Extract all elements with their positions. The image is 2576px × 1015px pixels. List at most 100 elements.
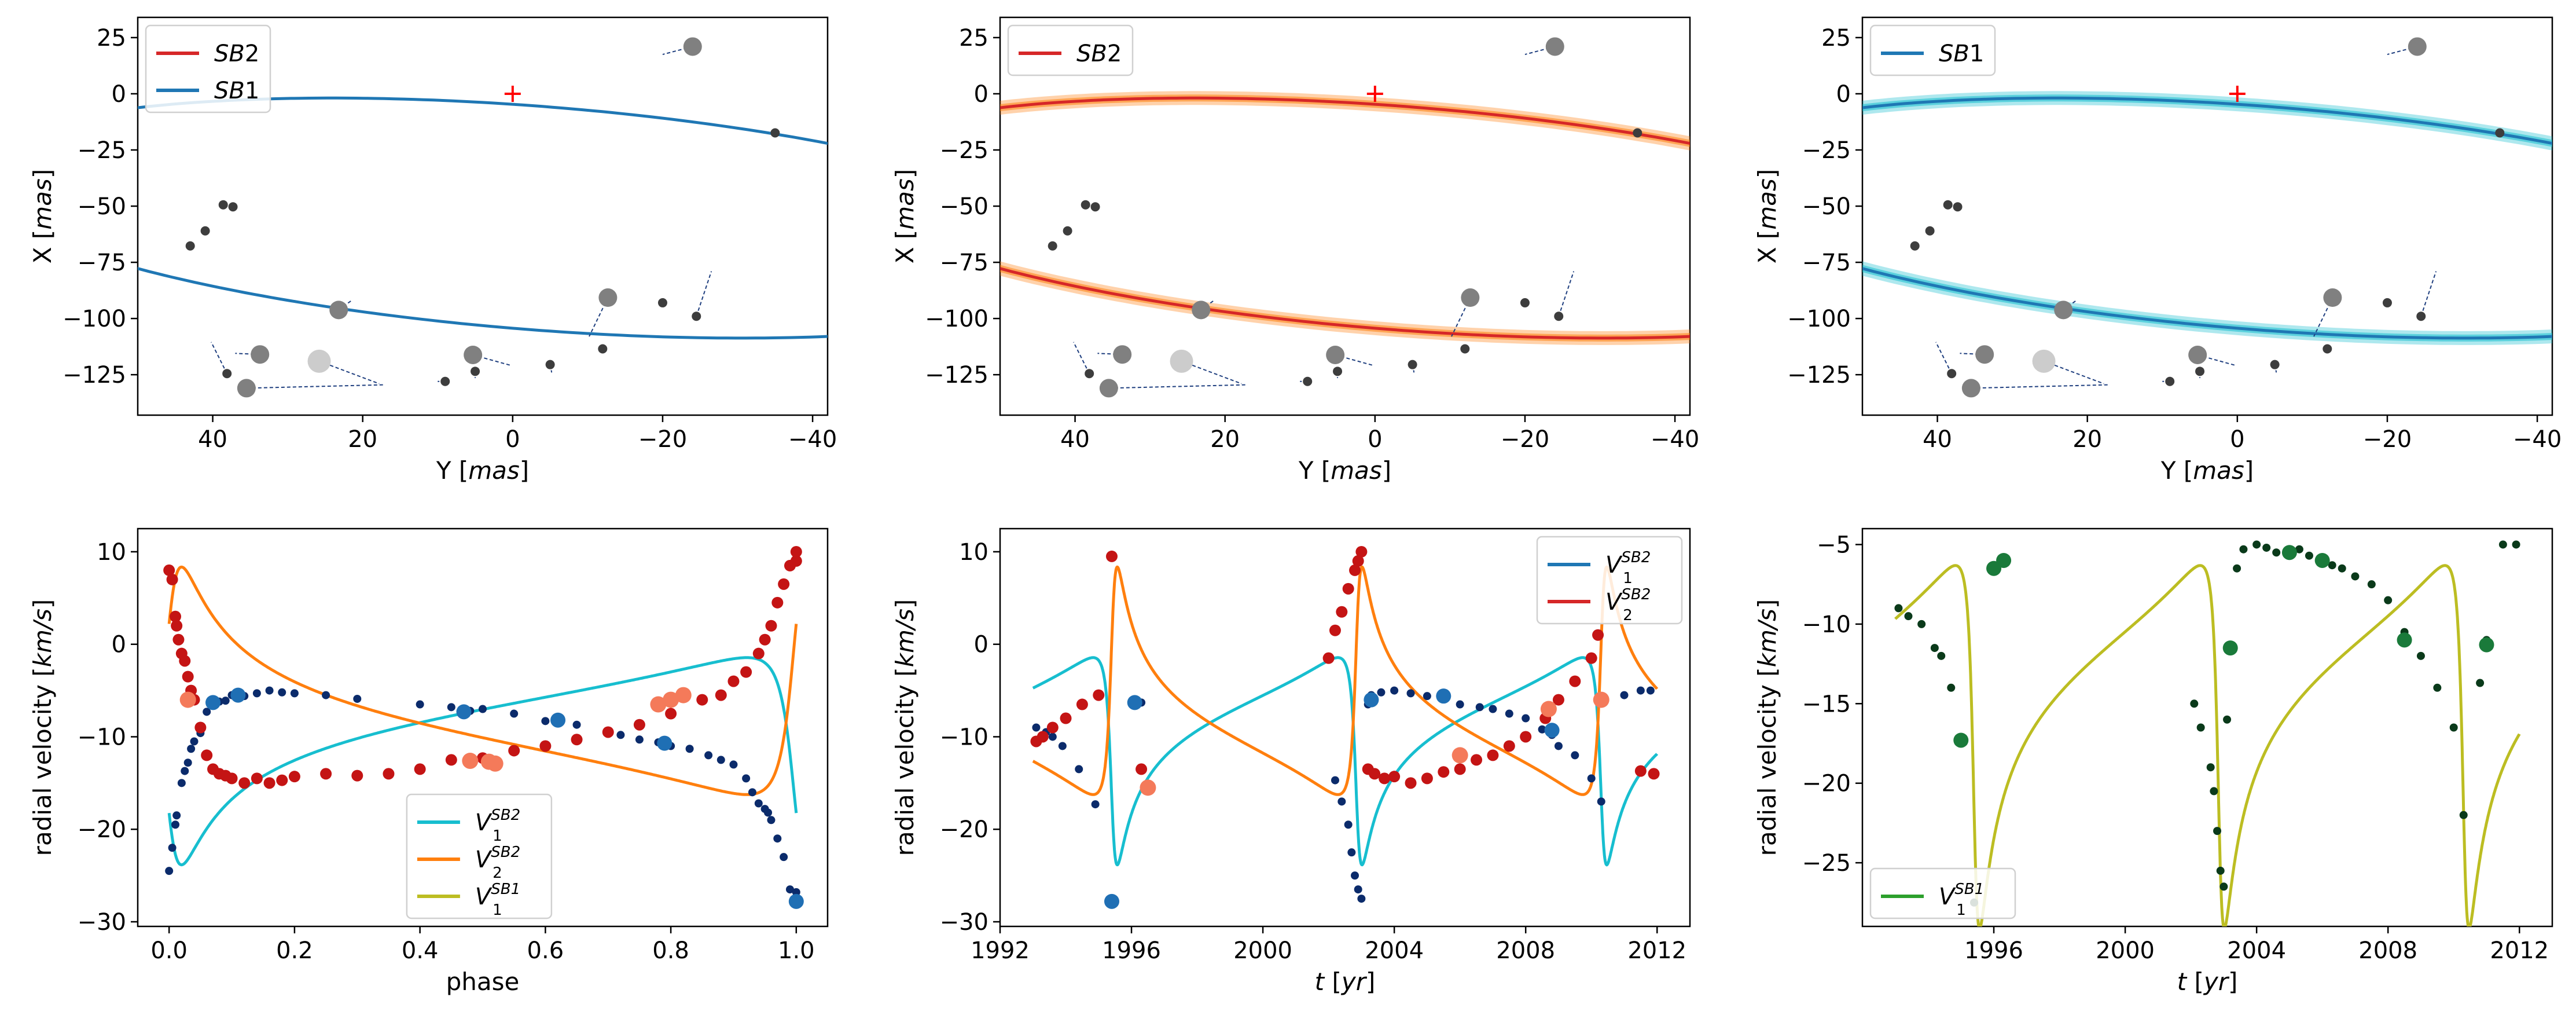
v2-rv-point [351, 770, 363, 782]
axes-frame [137, 527, 829, 928]
v2-rv-point [194, 721, 207, 734]
v2-rv-point [179, 655, 191, 667]
v2-rv-point [226, 772, 238, 785]
residual-line [1960, 353, 1985, 356]
y-tick-label: −10 [1802, 611, 1851, 638]
v1-rv-point-large [1104, 893, 1119, 909]
y-tick-label: −30 [940, 909, 988, 936]
plot-area-rv_time_sb2 [1030, 545, 1660, 909]
orbit-fit-line [1862, 96, 2552, 340]
y-tick-label: 25 [1821, 25, 1851, 52]
legend-label: SB2 [214, 41, 259, 67]
v2-rv-point [771, 596, 784, 609]
v2-rv-point [1060, 712, 1072, 724]
v1-rv-point [1538, 725, 1546, 734]
astrometry-point [1460, 344, 1470, 354]
v2-rv-point [1648, 768, 1660, 780]
axes-rv_time_sb2: 1992 1996 2000 2004 2008 2012 10 0 −10 −20 −30 t [y… [891, 527, 1691, 996]
v1-rv-point [165, 867, 174, 875]
sb1-rv-point [2512, 540, 2520, 549]
astrometry-point [2408, 37, 2427, 56]
sb1-rv-point-large [2314, 552, 2330, 568]
y-tick-label: 0 [112, 632, 126, 658]
astrometry-point [1063, 226, 1072, 236]
v2-rv-point [1329, 624, 1341, 636]
sb1-rv-point [2351, 572, 2360, 581]
v1-rv-point [447, 703, 455, 712]
v1-rv-point-large [1364, 692, 1379, 708]
y-tick-label: −25 [1802, 137, 1851, 164]
astrometry-point [1910, 241, 1920, 251]
residual-line [1108, 384, 1245, 389]
sb1-rv-point [2476, 679, 2485, 687]
sb1-rv-point [2272, 548, 2281, 557]
axes-rv_time_sb1: 1996 2000 2004 2008 2012 −5 −10 −15 −20 −25 t [yr]… [1753, 527, 2553, 996]
astrometry-point [1090, 202, 1100, 212]
sb1-rv-point [1937, 651, 1946, 660]
v2-rv-point [715, 689, 727, 701]
axes-frame [1861, 16, 2553, 416]
v1-rv-point [1351, 871, 1359, 880]
v1-rv-point [183, 758, 192, 767]
v1-rv-point [322, 691, 330, 699]
sb1-rv-point [2252, 540, 2261, 549]
v1-rv-point [221, 697, 230, 705]
sb1-rv-point-large [2479, 637, 2494, 653]
y-tick-label: −15 [1802, 691, 1851, 717]
astrometry-point [1303, 376, 1313, 386]
axes-rv_phase: 0.0 0.2 0.4 0.6 0.8 1.0 10 0 −10 −20 −30 phase radia… [28, 527, 829, 996]
x-tick-label: 0 [2230, 426, 2244, 453]
y-tick-label: −50 [1802, 193, 1851, 220]
y-tick-label: 0 [1836, 81, 1851, 108]
v2-rv-point [665, 708, 677, 720]
x-tick-label: −20 [1501, 426, 1549, 453]
v2-rv-point [1352, 555, 1364, 567]
astrometry-point [2032, 349, 2056, 373]
y-tick-label: 0 [112, 81, 126, 108]
v1-rv-point [190, 737, 199, 746]
astrometry-point [1975, 345, 1994, 364]
y-axis-label: radial velocity [km/s] [1753, 599, 1781, 856]
x-tick-label: 40 [1060, 426, 1090, 453]
y-tick-label: −5 [1817, 532, 1851, 558]
v1-rv-point-large [230, 687, 246, 703]
v2-rv-point [1379, 772, 1391, 785]
y-tick-label: 0 [974, 81, 988, 108]
v1-rv-point [1646, 686, 1655, 695]
residual-line [696, 271, 712, 317]
v1-rv-point [1406, 689, 1415, 698]
x-tick-label: 1996 [1102, 937, 1161, 964]
sb1-rv-point [2210, 787, 2218, 796]
v2-rv-point [790, 545, 802, 558]
x-tick-label: 0 [1368, 426, 1382, 453]
astrometry-point [598, 288, 618, 307]
v1-rv-point [1505, 709, 1513, 718]
v1-rv-point-large [1436, 688, 1451, 704]
v2-rv-point [1520, 731, 1532, 743]
v1-rv-point [1331, 776, 1339, 785]
legend-label: VSB2 2 [1605, 586, 1651, 624]
v1-rv-point [635, 735, 644, 744]
v2-rv-point [539, 740, 552, 752]
legend-label: VSB1 1 [475, 881, 520, 919]
v2-rv-point [172, 633, 185, 646]
v2-rv-point [238, 777, 251, 789]
sb1-rv-point [2206, 763, 2215, 772]
v1-rv-point [1475, 703, 1484, 712]
residual-line [235, 353, 260, 356]
v1-rv-point [1075, 765, 1083, 774]
astrometry-point [1633, 128, 1642, 138]
y-tick-label: −30 [78, 909, 126, 936]
v1-sb2-model-curve [1032, 656, 1659, 867]
v1-rv-point [177, 779, 186, 787]
v2-rv-point-large [462, 753, 479, 770]
v1-rv-point [616, 731, 625, 739]
sb1-rv-point-large [2281, 545, 2297, 560]
sb1-rv-point [2233, 564, 2241, 573]
sb1-rv-point [1894, 604, 1903, 613]
sb1-rv-point [2449, 723, 2458, 732]
v2-rv-point [163, 564, 175, 576]
sb1-rv-point [2305, 551, 2313, 560]
y-tick-label: 25 [97, 25, 126, 52]
x-tick-label: 1.0 [778, 937, 815, 964]
